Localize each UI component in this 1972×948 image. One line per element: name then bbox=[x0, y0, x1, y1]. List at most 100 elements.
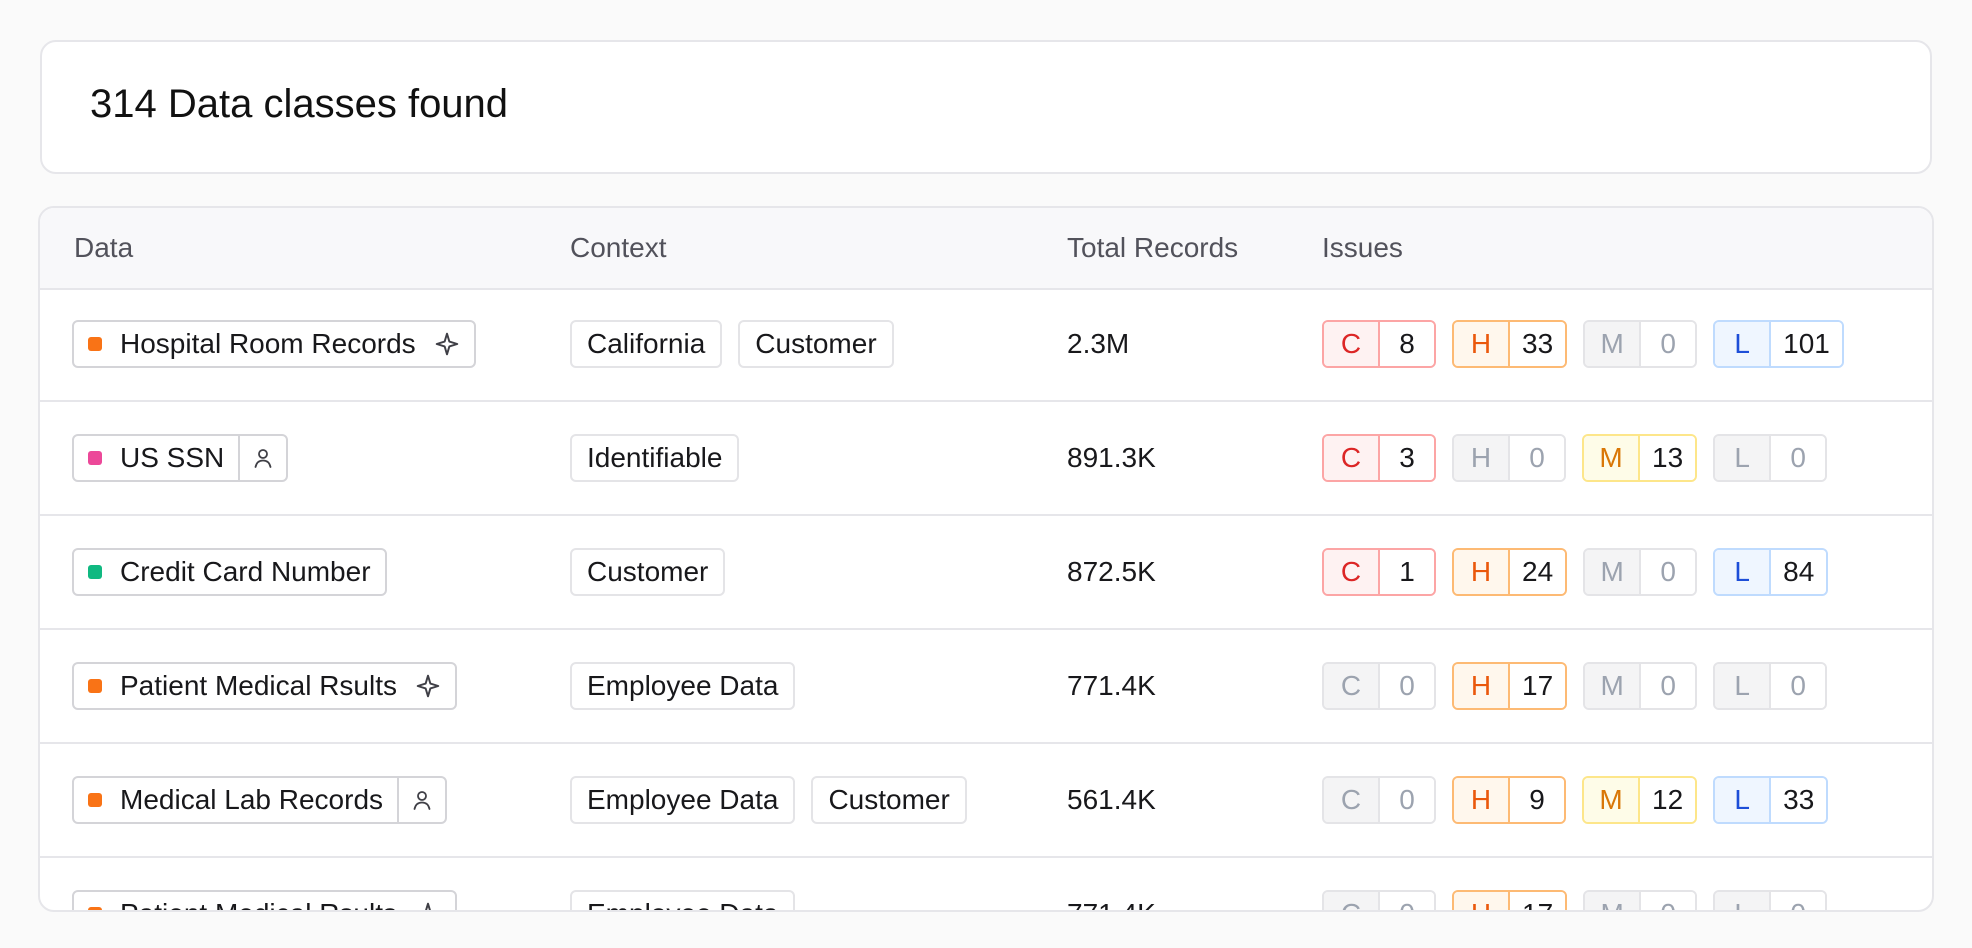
data-class-color-dot bbox=[88, 565, 102, 579]
issue-badge-l[interactable]: L0 bbox=[1713, 890, 1828, 910]
issue-badge-m[interactable]: M0 bbox=[1583, 890, 1698, 910]
column-header-issues[interactable]: Issues bbox=[1322, 232, 1403, 263]
column-header-data[interactable]: Data bbox=[74, 232, 134, 263]
issue-badge-m[interactable]: M 12 bbox=[1582, 776, 1698, 824]
data-class-chip[interactable]: Hospital Room Records bbox=[72, 320, 476, 368]
table-row[interactable]: Patient Medical Rsults Employee Data 771.4… bbox=[40, 630, 1932, 744]
issue-severity-letter: M bbox=[1584, 436, 1638, 480]
issue-count: 0 bbox=[1769, 436, 1826, 480]
issue-severity-letter: C bbox=[1324, 550, 1378, 594]
total-records-value: 561.4K bbox=[1067, 784, 1156, 815]
issue-count: 12 bbox=[1638, 778, 1696, 822]
issue-count: 9 bbox=[1508, 778, 1564, 822]
data-class-chip[interactable]: Credit Card Number bbox=[72, 548, 387, 596]
issue-badge-m[interactable]: M 13 bbox=[1582, 434, 1698, 482]
context-cell: California Customer bbox=[570, 320, 910, 368]
table-row[interactable]: Credit Card Number Customer 872.5K C 1 H 24 M 0 L… bbox=[40, 516, 1932, 630]
person-icon[interactable] bbox=[238, 436, 286, 480]
issue-severity-letter: L bbox=[1715, 436, 1770, 480]
issue-severity-letter: L bbox=[1715, 550, 1770, 594]
data-class-name: Patient Medical Rsults bbox=[120, 898, 397, 910]
issue-badge-l[interactable]: L 101 bbox=[1713, 320, 1844, 368]
issue-count: 0 bbox=[1769, 664, 1826, 708]
issue-severity-letter: C bbox=[1324, 664, 1378, 708]
context-tag[interactable]: Customer bbox=[570, 548, 726, 596]
issue-count: 0 bbox=[1639, 664, 1696, 708]
issue-badge-c[interactable]: C0 bbox=[1322, 890, 1436, 910]
data-cell: Patient Medical Rsults bbox=[72, 662, 458, 710]
issue-severity-letter: M bbox=[1585, 322, 1640, 366]
table-row[interactable]: Patient Medical Rsults Employee Data 771.4… bbox=[40, 858, 1932, 910]
context-cell: Customer bbox=[570, 548, 741, 596]
issue-badge-l[interactable]: L 33 bbox=[1713, 776, 1829, 824]
column-header-total-records[interactable]: Total Records bbox=[1067, 232, 1239, 263]
data-cell: Patient Medical Rsults bbox=[72, 890, 458, 910]
issue-badge-l[interactable]: L 84 bbox=[1713, 548, 1829, 596]
data-class-chip[interactable]: Patient Medical Rsults bbox=[72, 890, 458, 910]
sparkle-icon bbox=[434, 331, 460, 357]
issue-severity-letter: C bbox=[1324, 436, 1378, 480]
page-title: 314 Data classes found bbox=[90, 82, 509, 126]
table-row[interactable]: Hospital Room Records California Customer 2… bbox=[40, 288, 1932, 402]
data-class-color-dot bbox=[88, 337, 102, 351]
data-class-main: Patient Medical Rsults bbox=[74, 664, 455, 708]
data-class-main: Medical Lab Records bbox=[74, 778, 397, 822]
context-tag[interactable]: Employee Data bbox=[570, 776, 796, 824]
issue-count: 17 bbox=[1508, 664, 1566, 708]
issue-count: 1 bbox=[1378, 550, 1434, 594]
column-header-context[interactable]: Context bbox=[570, 232, 667, 263]
data-class-name: Credit Card Number bbox=[120, 556, 371, 587]
data-cell: Medical Lab Records bbox=[72, 776, 448, 824]
context-tag[interactable]: Employee Data bbox=[570, 662, 796, 710]
issues-cell: C 8 H 33 M 0 L 101 bbox=[1322, 320, 1860, 368]
issue-severity-letter: C bbox=[1324, 892, 1378, 910]
context-cell: Employee Data bbox=[570, 662, 811, 710]
person-icon[interactable] bbox=[397, 778, 445, 822]
issue-severity-letter: H bbox=[1454, 892, 1508, 910]
issue-severity-letter: L bbox=[1715, 322, 1770, 366]
data-classes-table: Data Context Total Records Issues Hospit… bbox=[38, 206, 1934, 912]
data-class-color-dot bbox=[88, 907, 102, 910]
context-cell: Identifiable bbox=[570, 434, 755, 482]
data-class-chip[interactable]: Patient Medical Rsults bbox=[72, 662, 458, 710]
issue-badge-h[interactable]: H17 bbox=[1452, 890, 1568, 910]
table-row[interactable]: Medical Lab Records Employee Data Customer… bbox=[40, 744, 1932, 858]
data-cell: US SSN bbox=[72, 434, 289, 482]
data-class-chip[interactable]: Medical Lab Records bbox=[72, 776, 448, 824]
context-tag[interactable]: California bbox=[570, 320, 723, 368]
issue-severity-letter: H bbox=[1454, 550, 1508, 594]
context-tag[interactable]: Identifiable bbox=[570, 434, 740, 482]
issue-count: 33 bbox=[1508, 322, 1566, 366]
issue-severity-letter: L bbox=[1715, 664, 1770, 708]
total-records-value: 891.3K bbox=[1067, 442, 1156, 473]
data-class-main: Hospital Room Records bbox=[74, 322, 474, 366]
issue-badge-h[interactable]: H 24 bbox=[1452, 548, 1568, 596]
issue-badge-h[interactable]: H 33 bbox=[1452, 320, 1568, 368]
context-tag[interactable]: Customer bbox=[811, 776, 967, 824]
context-tag[interactable]: Employee Data bbox=[570, 890, 796, 910]
issue-severity-letter: H bbox=[1454, 436, 1508, 480]
issue-count: 8 bbox=[1378, 322, 1434, 366]
issue-severity-letter: C bbox=[1324, 778, 1378, 822]
table-row[interactable]: US SSN Identifiable 891.3K C 3 H 0 M 13 L 0 bbox=[40, 402, 1932, 516]
data-class-chip[interactable]: US SSN bbox=[72, 434, 289, 482]
issue-count: 13 bbox=[1638, 436, 1696, 480]
data-class-name: Hospital Room Records bbox=[120, 328, 416, 359]
context-tag[interactable]: Customer bbox=[738, 320, 894, 368]
issue-count: 0 bbox=[1378, 892, 1434, 910]
total-records-value: 771.4K bbox=[1067, 890, 1156, 910]
issue-severity-letter: L bbox=[1715, 892, 1770, 910]
